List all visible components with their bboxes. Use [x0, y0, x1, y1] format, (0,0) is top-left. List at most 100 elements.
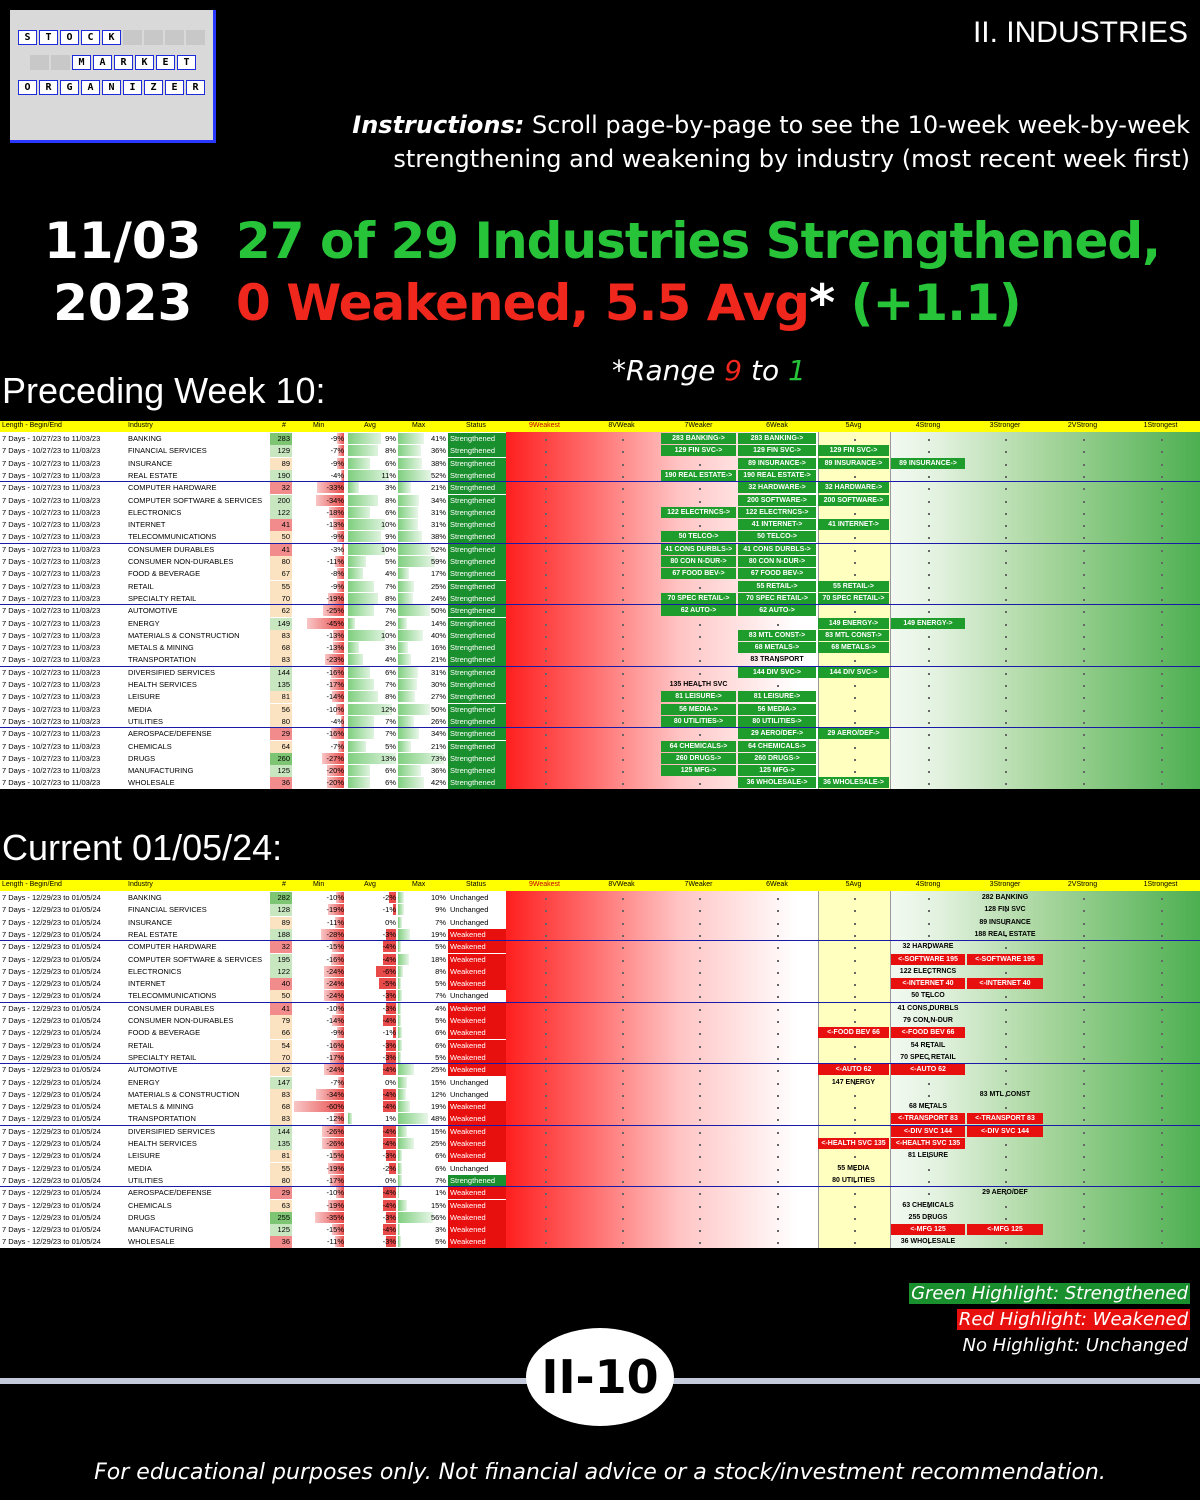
status-badge: Strengthened: [448, 777, 506, 789]
count-cell-bg: [270, 916, 292, 929]
header-avg: Avg: [364, 881, 376, 888]
logo-letter: R: [186, 80, 205, 95]
min-bar: [332, 1015, 344, 1026]
length-cell: 7 Days - 10/27/23 to 11/03/23: [2, 470, 101, 480]
empty-cell-dot: [1005, 947, 1007, 950]
empty-cell-dot: [1082, 1156, 1085, 1159]
avg-bar: [382, 1224, 396, 1236]
max-bar: [398, 941, 402, 953]
avg-bar: [348, 654, 363, 666]
count-cell: 195: [277, 954, 290, 964]
avg-cell: 8%: [385, 495, 396, 505]
max-cell: 24%: [430, 593, 446, 603]
empty-cell-dot: [621, 475, 624, 478]
empty-cell-dot: [928, 1205, 930, 1208]
industry-cell: ELECTRONICS: [128, 966, 182, 976]
min-bar: [338, 445, 344, 457]
max-cell: 15%: [430, 1077, 446, 1087]
max-bar: [398, 703, 430, 715]
empty-cell-dot: [1160, 922, 1163, 925]
empty-cell-dot: [544, 1033, 547, 1036]
min-bar: [341, 543, 344, 555]
min-cell: -12%: [326, 1114, 344, 1124]
empty-cell-dot: [1160, 1119, 1163, 1122]
count-cell: 62: [281, 606, 290, 616]
empty-cell-dot: [928, 574, 930, 577]
logo-filler-cell: [144, 30, 163, 45]
empty-cell-dot: [1160, 1144, 1163, 1146]
empty-cell-dot: [1082, 537, 1085, 540]
rank-marker: 83 MTL CONST->: [738, 629, 816, 641]
min-bar: [315, 1088, 344, 1100]
status-badge: Strengthened: [448, 765, 506, 778]
min-cell: -27%: [326, 753, 344, 763]
max-cell: 16%: [430, 643, 446, 653]
count-cell-bg: [270, 990, 292, 1003]
avg-cell: -4%: [382, 1225, 396, 1235]
length-cell: 7 Days - 12/29/23 to 01/05/24: [2, 1237, 101, 1247]
avg-cell: 9%: [385, 532, 396, 542]
empty-cell-dot: [928, 1094, 930, 1097]
length-cell: 7 Days - 10/27/23 to 11/03/23: [2, 458, 101, 468]
current-week-label: Current 01/05/24:: [2, 827, 283, 868]
table-row: 7 Days - 12/29/23 to 01/05/24 COMPUTER SO…: [0, 953, 1200, 966]
count-cell-bg: [270, 1076, 292, 1089]
max-cell: 34%: [430, 495, 446, 505]
empty-cell-dot: [1005, 611, 1007, 614]
industry-cell: ENERGY: [128, 1077, 160, 1087]
empty-cell-dot: [1082, 1242, 1085, 1245]
rank-marker: <-SOFTWARE 195: [891, 953, 965, 965]
empty-cell-dot: [544, 1205, 547, 1208]
max-cell: 1%: [435, 1188, 446, 1198]
empty-cell-dot: [1160, 1205, 1163, 1208]
empty-cell-dot: [544, 512, 547, 515]
range-mid: to: [742, 354, 789, 387]
min-bar: [294, 1101, 344, 1113]
min-cell: -11%: [327, 557, 344, 566]
max-cell: 21%: [430, 741, 446, 751]
logo-letter: A: [81, 80, 100, 95]
max-bar: [398, 1224, 400, 1236]
empty-cell-dot: [698, 463, 701, 466]
count-cell-bg: [270, 506, 292, 519]
rank-marker: 135 HEALTH SVC: [669, 681, 728, 688]
logo-letter: R: [39, 80, 58, 95]
min-cell: -20%: [326, 778, 344, 788]
count-cell: 41: [281, 520, 290, 530]
count-cell: 83: [281, 630, 290, 640]
max-bar: [398, 469, 431, 481]
min-cell: -26%: [326, 1126, 344, 1136]
rank-marker: 55 MEDIA: [837, 1164, 870, 1172]
empty-cell-dot: [1160, 898, 1163, 900]
empty-cell-dot: [1160, 672, 1163, 675]
rank-marker: <-DIV SVC 144: [967, 1125, 1043, 1137]
logo-letter: G: [60, 80, 79, 95]
empty-cell-dot: [853, 660, 856, 663]
empty-cell-dot: [777, 1033, 779, 1036]
table-row: 7 Days - 10/27/23 to 11/03/23 MEDIA 56 -10%…: [0, 703, 1200, 716]
rank-marker: 83 TRANSPORT: [750, 656, 804, 664]
table-row: 7 Days - 10/27/23 to 11/03/23 RETAIL 55 -9%…: [0, 580, 1200, 593]
count-cell: 80: [281, 557, 290, 566]
min-cell: -13%: [326, 520, 344, 530]
empty-cell-dot: [698, 586, 701, 589]
header-status: Status: [466, 422, 486, 429]
empty-cell-dot: [1005, 562, 1007, 564]
max-bar: [398, 506, 418, 518]
length-cell: 7 Days - 10/27/23 to 11/03/23: [2, 507, 101, 517]
avg-bar: [348, 679, 374, 690]
empty-cell-dot: [777, 1021, 779, 1023]
empty-cell-dot: [621, 1131, 624, 1134]
group-separator: [0, 665, 1200, 667]
empty-cell-dot: [928, 672, 930, 675]
empty-cell-dot: [621, 1193, 624, 1196]
count-cell: 122: [277, 507, 290, 517]
empty-cell-dot: [928, 1008, 930, 1011]
max-bar: [398, 715, 415, 727]
max-bar: [398, 728, 420, 740]
table-row: 7 Days - 12/29/23 to 01/05/24 AUTOMOTIVE 6…: [0, 1064, 1200, 1077]
min-cell: -10%: [326, 1003, 344, 1013]
table-row: 7 Days - 10/27/23 to 11/03/23 INSURANCE 89…: [0, 457, 1200, 470]
rank-marker: <-AUTO 62: [818, 1064, 889, 1076]
